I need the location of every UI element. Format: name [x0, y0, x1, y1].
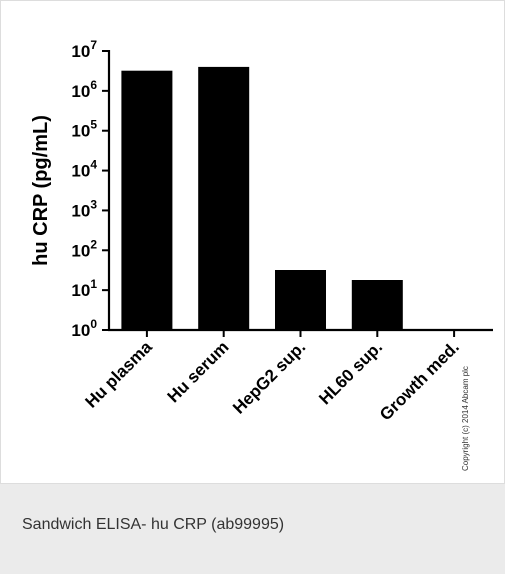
caption-panel: Sandwich ELISA- hu CRP (ab99995) [0, 484, 505, 574]
figure-caption: Sandwich ELISA- hu CRP (ab99995) [22, 516, 285, 533]
x-tick-label: Growth med. [376, 337, 463, 424]
x-tick-label: Hu serum [164, 337, 233, 406]
y-axis-title: hu CRP (pg/mL) [30, 115, 52, 266]
y-tick-label: 105 [71, 118, 97, 141]
bar-chart: 100 101 102 103 104 105 106 107 Hu plasma Hu seru… [30, 38, 493, 424]
x-tick-label: Hu plasma [81, 337, 156, 412]
x-tick-label: HL60 sup. [315, 337, 386, 408]
bar-hepg2-sup [275, 270, 326, 330]
axes-layer [102, 50, 493, 337]
bars-layer [121, 66, 403, 331]
x-tick-label: HepG2 sup. [229, 337, 309, 417]
y-tick-label: 107 [71, 38, 97, 61]
bar-hu-plasma [121, 70, 173, 330]
bar-hl60-sup [351, 280, 403, 330]
y-tick-label: 106 [71, 78, 97, 101]
y-tick-label: 102 [71, 237, 97, 260]
y-tick-label: 103 [71, 197, 97, 220]
bar-hu-serum [198, 66, 250, 331]
copyright-notice: Copyright (c) 2014 Abcam plc [461, 366, 470, 471]
figure-panel: 100 101 102 103 104 105 106 107 Hu plasma Hu seru… [0, 0, 505, 484]
y-tick-label: 104 [71, 158, 97, 181]
y-tick-label: 101 [71, 277, 97, 300]
y-tick-label: 100 [71, 317, 97, 340]
